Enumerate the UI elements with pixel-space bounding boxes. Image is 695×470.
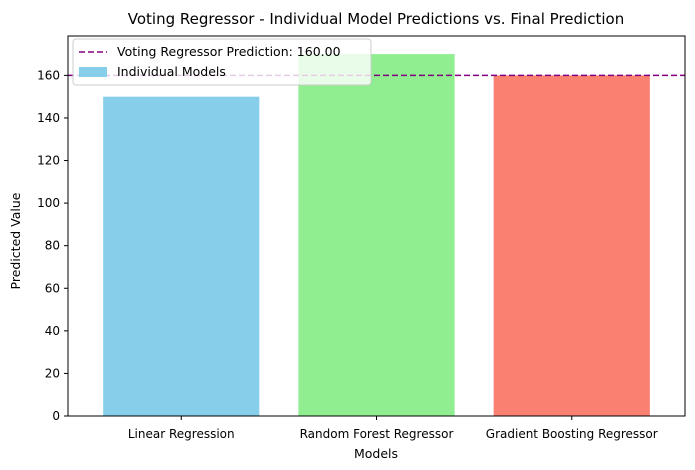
bar-2 (298, 54, 455, 416)
plot-area: 0 20 40 60 80 100 120 140 160 Linear Regression Ra… (37, 35, 686, 441)
x-tick-label: Gradient Boosting Regressor (486, 427, 658, 441)
legend-box (72, 38, 372, 86)
bar-3 (493, 75, 650, 416)
y-axis-label: Predicted Value (8, 192, 23, 289)
y-tick-label: 140 (37, 111, 60, 125)
x-tick-label: Linear Regression (128, 427, 235, 441)
x-axis-label: Models (354, 446, 398, 461)
y-tick-label: 80 (45, 239, 60, 253)
y-tick-label: 60 (45, 281, 60, 295)
legend-patch-swatch (79, 67, 107, 77)
legend: Voting Regressor Prediction: 160.00 Indiv… (72, 38, 372, 86)
legend-label: Voting Regressor Prediction: 160.00 (117, 44, 341, 59)
y-tick-label: 160 (37, 68, 60, 82)
x-tick-label: Random Forest Regressor (300, 427, 454, 441)
y-tick-label: 120 (37, 154, 60, 168)
y-tick-label: 100 (37, 196, 60, 210)
legend-label: Individual Models (117, 64, 226, 79)
chart-title: Voting Regressor - Individual Model Pred… (128, 10, 624, 28)
y-tick-label: 0 (52, 409, 60, 423)
y-tick-label: 20 (45, 366, 60, 380)
y-tick-label: 40 (45, 324, 60, 338)
bar-1 (103, 96, 260, 416)
